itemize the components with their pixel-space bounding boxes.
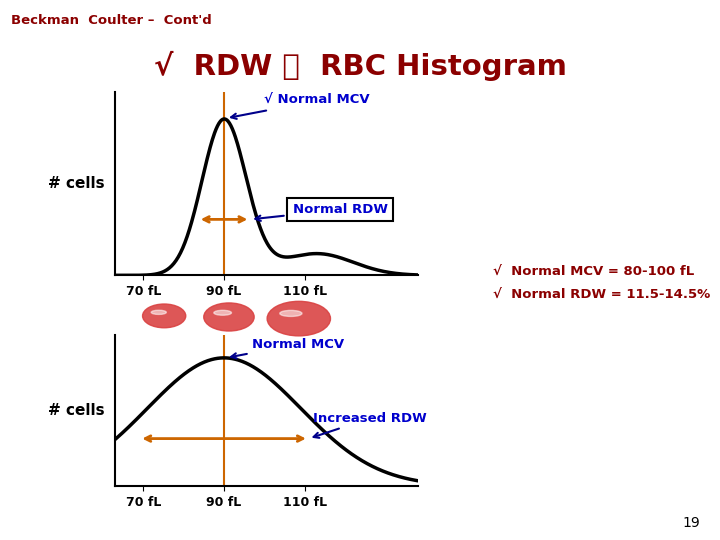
Text: 19: 19 [682,516,700,530]
Text: Normal MCV: Normal MCV [231,338,344,359]
Text: Increased RDW: Increased RDW [312,412,426,438]
Text: √  Normal MCV = 80-100 fL
√  Normal RDW = 11.5-14.5%: √ Normal MCV = 80-100 fL √ Normal RDW = … [493,266,711,301]
Text: √ Normal MCV: √ Normal MCV [231,94,370,119]
Text: √  RDW 와  RBC Histogram: √ RDW 와 RBC Histogram [153,51,567,82]
Text: # cells: # cells [48,176,104,191]
Text: Beckman  Coulter –  Cont'd: Beckman Coulter – Cont'd [11,14,212,26]
Text: Normal RDW: Normal RDW [256,203,387,221]
Text: # cells: # cells [48,403,104,418]
